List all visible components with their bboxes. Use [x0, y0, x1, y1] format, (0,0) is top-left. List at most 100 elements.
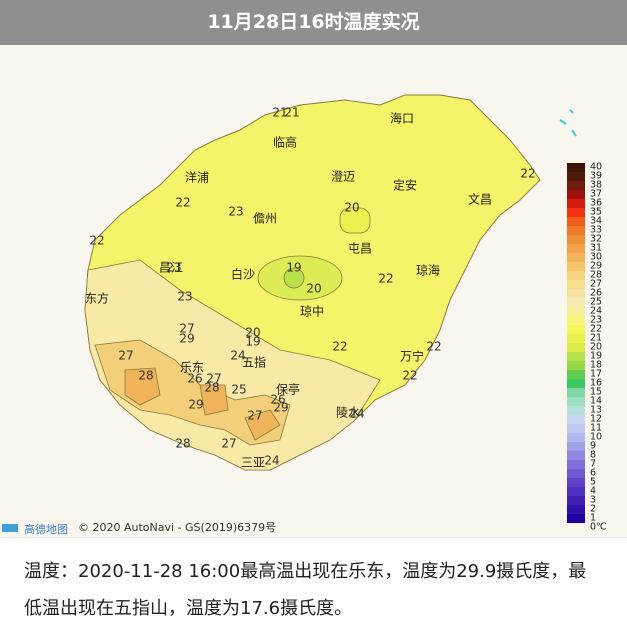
legend-swatch	[567, 370, 585, 379]
legend-swatch	[567, 235, 585, 244]
legend-label: 5	[590, 477, 596, 488]
temperature-label: 24	[230, 349, 245, 363]
legend-swatch	[567, 271, 585, 280]
legend-swatch	[567, 460, 585, 469]
legend-swatch	[567, 325, 585, 334]
place-name: 保亭	[276, 382, 300, 397]
place-name: 海口	[390, 111, 414, 126]
separator	[0, 537, 627, 538]
legend-swatch	[567, 316, 585, 325]
temperature-label: 22	[520, 167, 535, 181]
hot-zone	[94, 339, 291, 446]
legend-swatch	[567, 244, 585, 253]
logo-icon	[2, 524, 18, 532]
temperature-label: 26	[270, 393, 285, 407]
legend-swatch	[567, 424, 585, 433]
legend-swatch	[567, 487, 585, 496]
place-name: 洋浦	[185, 170, 209, 185]
legend-label: 3	[590, 495, 596, 506]
legend-swatch	[567, 280, 585, 289]
legend-label: 22	[590, 324, 602, 335]
temperature-label: 23	[177, 290, 192, 304]
legend-label: 10	[590, 432, 602, 443]
legend-label: 20	[590, 342, 602, 353]
legend-label: 32	[590, 234, 602, 245]
temperature-label: 19	[286, 261, 301, 275]
coolest-zone	[283, 267, 305, 289]
legend-swatch	[567, 298, 585, 307]
legend-label: 40	[590, 162, 602, 173]
legend-label: 31	[590, 243, 602, 254]
legend-label: 2	[590, 504, 596, 515]
legend-swatch	[567, 433, 585, 442]
legend-label: 13	[590, 405, 602, 416]
temperature-label: 26	[187, 372, 202, 386]
legend-label: 37	[590, 189, 602, 200]
legend: 4039383736353433323130292827262524232221…	[567, 162, 607, 533]
legend-swatch	[567, 379, 585, 388]
legend-swatch	[567, 226, 585, 235]
legend-label: 27	[590, 279, 602, 290]
legend-label: 9	[590, 441, 596, 452]
legend-swatch	[567, 397, 585, 406]
place-name: 儋州	[253, 212, 277, 226]
temperature-label: 27	[179, 322, 194, 336]
place-name: 临高	[273, 135, 297, 150]
place-name: 琼海	[416, 263, 440, 278]
place-name: 文昌	[468, 192, 492, 207]
legend-label: 11	[590, 423, 602, 434]
legend-swatch	[567, 289, 585, 298]
legend-swatch	[567, 478, 585, 487]
legend-label: 36	[590, 198, 602, 209]
temperature-label: 22	[89, 234, 104, 248]
temperature-label: 23	[228, 205, 243, 219]
temperature-label: 22	[402, 369, 417, 383]
temperature-label: 19	[245, 335, 260, 349]
temperature-label: 25	[231, 383, 246, 397]
header-title: 11月28日16时温度实况	[0, 0, 627, 45]
legend-swatch	[567, 208, 585, 217]
temperature-label: 27	[118, 349, 133, 363]
legend-label: 34	[590, 216, 602, 227]
logo: 高德地图	[24, 522, 68, 536]
legend-label: 1	[590, 513, 596, 524]
temperature-label: 28	[175, 437, 190, 451]
temperature-label: 22	[378, 272, 393, 286]
legend-swatch	[567, 217, 585, 226]
temperature-label: 27	[247, 409, 262, 423]
legend-label: 16	[590, 378, 602, 389]
legend-label: 33	[590, 225, 602, 236]
legend-label: 18	[590, 360, 602, 371]
place-name: 定安	[393, 178, 417, 193]
legend-swatch	[567, 514, 585, 523]
legend-swatch	[567, 442, 585, 451]
temperature-label: 28	[138, 369, 153, 383]
hottest-zone	[124, 367, 281, 441]
temperature-label: 22	[175, 196, 190, 210]
place-name: 澄迈	[331, 169, 355, 184]
place-name: 陵水	[336, 406, 360, 420]
legend-label: 30	[590, 252, 602, 263]
temperature-label: 22	[332, 340, 347, 354]
temperature-label: 20	[344, 201, 359, 215]
temperature-label: 27	[221, 437, 236, 451]
legend-label: 35	[590, 207, 602, 218]
legend-swatch	[567, 406, 585, 415]
place-name: 三亚	[241, 456, 265, 470]
legend-swatch	[567, 469, 585, 478]
legend-swatch	[567, 190, 585, 199]
legend-label: 19	[590, 351, 602, 362]
place-name: 昌江	[159, 261, 183, 275]
legend-label: 38	[590, 180, 602, 191]
legend-label: 0℃	[590, 522, 607, 533]
legend-label: 28	[590, 270, 602, 281]
place-name: 万宁	[400, 349, 424, 364]
legend-label: 23	[590, 315, 602, 326]
temperature-label: 23	[166, 261, 181, 275]
legend-swatch	[567, 262, 585, 271]
temperature-label: 29	[179, 332, 194, 346]
legend-label: 29	[590, 261, 602, 272]
legend-swatch	[567, 496, 585, 505]
legend-label: 7	[590, 459, 596, 470]
